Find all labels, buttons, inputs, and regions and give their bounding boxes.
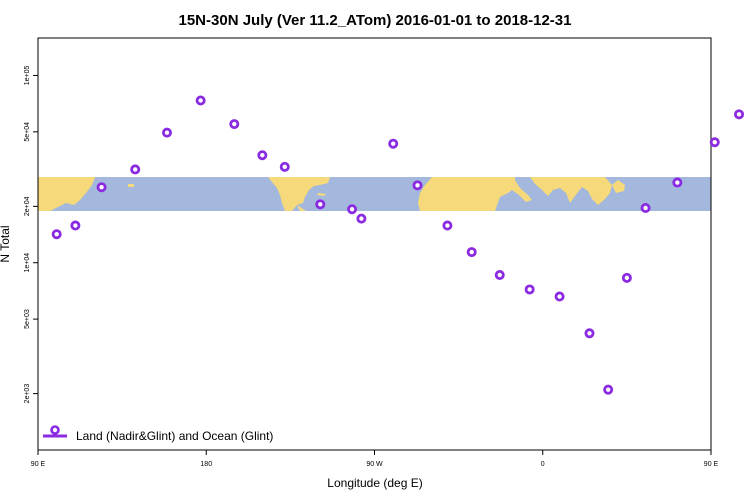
y-axis: 2e+03 5e+03 1e+04 2e+04 5e+04 1e+05 bbox=[24, 66, 38, 404]
x-axis: 90 E 180 90 W 0 90 E bbox=[31, 450, 719, 468]
data-point bbox=[603, 384, 614, 395]
data-point bbox=[466, 247, 477, 258]
data-point bbox=[257, 150, 268, 161]
data-point bbox=[640, 202, 651, 213]
data-point bbox=[494, 269, 505, 280]
data-point bbox=[195, 95, 206, 106]
x-tick-label: 90 E bbox=[704, 461, 719, 468]
data-point bbox=[356, 213, 367, 224]
data-point bbox=[229, 119, 240, 130]
world-map-strip bbox=[38, 177, 711, 211]
data-point bbox=[347, 204, 358, 215]
legend-label: Land (Nadir&Glint) and Ocean (Glint) bbox=[76, 429, 273, 443]
data-point bbox=[672, 177, 683, 188]
chart-title: 15N-30N July (Ver 11.2_ATom) 2016-01-01 … bbox=[179, 12, 572, 29]
legend-marker bbox=[50, 425, 60, 435]
x-tick-label: 0 bbox=[541, 461, 545, 468]
data-point bbox=[161, 127, 172, 138]
data-point bbox=[279, 161, 290, 172]
y-tick-label: 2e+04 bbox=[24, 196, 31, 216]
data-point bbox=[442, 220, 453, 231]
data-point bbox=[96, 182, 107, 193]
y-axis-label: N Total bbox=[0, 225, 12, 262]
data-point bbox=[621, 272, 632, 283]
data-point bbox=[584, 328, 595, 339]
y-tick-label: 5e+03 bbox=[24, 309, 31, 329]
y-tick-label: 1e+05 bbox=[24, 66, 31, 86]
legend: Land (Nadir&Glint) and Ocean (Glint) bbox=[43, 425, 273, 443]
x-tick-label: 90 W bbox=[366, 461, 383, 468]
y-tick-label: 1e+04 bbox=[24, 253, 31, 273]
data-point bbox=[734, 109, 745, 120]
data-point bbox=[70, 220, 81, 231]
x-axis-label: Longitude (deg E) bbox=[327, 476, 422, 490]
y-tick-label: 2e+03 bbox=[24, 384, 31, 404]
data-point bbox=[709, 137, 720, 148]
x-tick-label: 90 E bbox=[31, 461, 46, 468]
data-points bbox=[51, 95, 745, 395]
data-point bbox=[388, 138, 399, 149]
data-point bbox=[524, 284, 535, 295]
data-point bbox=[554, 291, 565, 302]
x-tick-label: 180 bbox=[200, 461, 212, 468]
data-point bbox=[412, 180, 423, 191]
data-point bbox=[130, 164, 141, 175]
data-point bbox=[51, 229, 62, 240]
y-tick-label: 5e+04 bbox=[24, 122, 31, 142]
data-point bbox=[315, 199, 326, 210]
